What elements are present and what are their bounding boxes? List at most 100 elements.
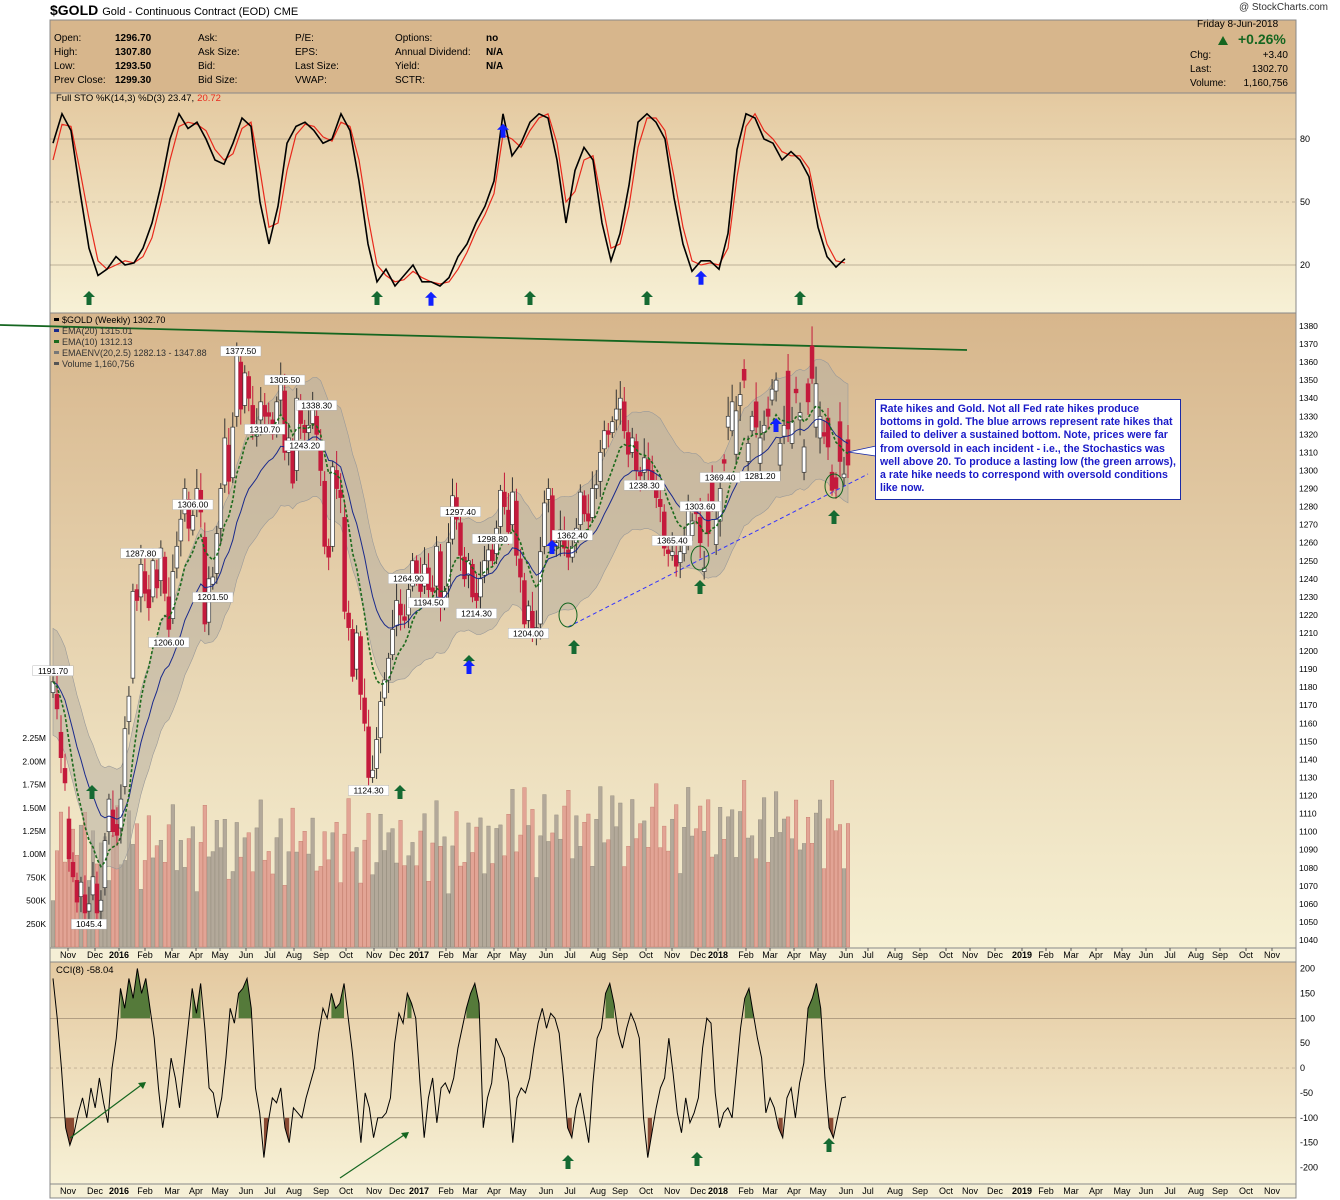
candle-body xyxy=(622,401,627,432)
candle-body xyxy=(458,522,463,556)
stat-label: Last: xyxy=(1190,64,1212,75)
x-tick-label-bottom: Feb xyxy=(137,1186,153,1196)
price-label: 1297.40 xyxy=(445,507,476,517)
candle-body xyxy=(482,560,487,576)
x-tick-label-bottom: Mar xyxy=(1063,1186,1079,1196)
candle-body xyxy=(697,517,703,544)
volume-bar xyxy=(534,877,539,948)
candle-body xyxy=(230,426,236,479)
volume-bar xyxy=(766,862,771,948)
x-tick-label-bottom: Jul xyxy=(862,1186,874,1196)
legend-swatch xyxy=(54,351,59,354)
x-tick-label-bottom: Mar xyxy=(462,1186,478,1196)
price-label-box xyxy=(244,424,286,435)
green-arrow-icon xyxy=(828,510,840,524)
stat-label: Options: xyxy=(395,33,433,44)
cci-tick-label: 50 xyxy=(1300,1038,1310,1048)
volume-bar xyxy=(106,880,111,948)
x-tick-label-bottom: Sep xyxy=(1212,1186,1228,1196)
candle-body xyxy=(122,728,128,787)
x-tick-label: Mar xyxy=(1063,950,1079,960)
cci-divergence-line xyxy=(339,1132,408,1179)
price-label-box xyxy=(32,665,74,676)
legend-swatch xyxy=(54,340,59,343)
volume-bar xyxy=(458,865,463,948)
cci-overbought-fill xyxy=(466,983,480,1019)
volume-bar xyxy=(70,828,75,948)
sto-tick-label: 80 xyxy=(1300,134,1310,144)
volume-bar xyxy=(798,849,803,948)
sto-legend-value: 20.72 xyxy=(197,93,221,104)
candle-body xyxy=(594,484,599,489)
price-label: 1338.30 xyxy=(301,400,332,410)
x-tick-label: Feb xyxy=(438,950,454,960)
green-arrow-icon xyxy=(568,640,580,654)
volume-bar xyxy=(162,862,167,948)
volume-bar xyxy=(62,861,67,948)
volume-bar xyxy=(582,822,587,948)
ema20-line xyxy=(52,418,849,820)
volume-bar xyxy=(622,866,627,948)
price-tick-label: 1050 xyxy=(1299,917,1318,927)
stat-value: 1293.50 xyxy=(115,61,152,72)
candle-body xyxy=(290,450,295,484)
volume-bar xyxy=(358,882,363,948)
cci-oversold-fill xyxy=(647,1117,652,1158)
x-tick-label: 2017 xyxy=(409,950,429,960)
volume-bar xyxy=(222,819,227,948)
candle-body xyxy=(394,600,399,627)
price-label-box xyxy=(551,530,593,541)
cci-tick-label: -50 xyxy=(1300,1088,1313,1098)
candle-body xyxy=(90,876,96,896)
candle-body xyxy=(178,518,184,542)
volume-bar xyxy=(386,832,391,948)
volume-bar xyxy=(258,799,263,948)
candle-body xyxy=(54,694,60,710)
cci-divergence-arrowhead xyxy=(401,1132,409,1139)
sto-legend: Full STO %K(14,3) %D(3) 23.47, 20.72 xyxy=(56,93,221,104)
volume-bar xyxy=(542,794,547,948)
candle-body xyxy=(498,489,503,527)
volume-tick-label: 250K xyxy=(26,919,46,929)
x-tick-label-bottom: 2017 xyxy=(409,1186,429,1196)
volume-bar xyxy=(698,805,703,948)
x-tick-label: Mar xyxy=(462,950,478,960)
volume-bar xyxy=(810,843,815,948)
candle-body xyxy=(514,500,519,556)
volume-bar xyxy=(234,822,239,948)
resistance-trendline xyxy=(0,324,968,351)
volume-bar xyxy=(554,814,559,948)
volume-bar xyxy=(58,811,63,948)
stat-value: 1296.70 xyxy=(115,33,152,44)
price-label: 1243.20 xyxy=(289,441,320,451)
price-tick-label: 1300 xyxy=(1299,465,1318,475)
stat-value: 1299.30 xyxy=(115,75,152,86)
candle-body xyxy=(837,421,843,462)
volume-bar xyxy=(462,862,467,948)
x-tick-label: Dec xyxy=(87,950,104,960)
x-tick-label-bottom: Nov xyxy=(1264,1186,1281,1196)
candle-body xyxy=(490,549,495,562)
candle-body xyxy=(162,556,168,594)
volume-bar xyxy=(734,857,739,948)
volume-bar xyxy=(478,817,483,948)
x-tick-label-bottom: Nov xyxy=(664,1186,681,1196)
candle-body xyxy=(638,471,643,477)
volume-bar xyxy=(506,814,511,948)
support-trendline xyxy=(567,473,869,628)
volume-bar xyxy=(486,825,491,948)
price-label-box xyxy=(679,501,721,512)
candle-body xyxy=(661,511,667,549)
volume-bar xyxy=(750,835,755,948)
change-percent: +0.26% xyxy=(1238,31,1286,47)
volume-bar xyxy=(402,865,407,948)
candle-body xyxy=(582,495,587,515)
x-tick-label: Jun xyxy=(839,950,854,960)
sto-tick-label: 50 xyxy=(1300,197,1310,207)
volume-bar xyxy=(366,813,371,948)
cci-oversold-fill xyxy=(284,1117,290,1143)
volume-bar xyxy=(394,862,399,948)
x-tick-label-bottom: Dec xyxy=(389,1186,406,1196)
x-tick-label: Mar xyxy=(164,950,180,960)
price-legend-entry: EMA(20) 1315.01 xyxy=(62,326,133,336)
